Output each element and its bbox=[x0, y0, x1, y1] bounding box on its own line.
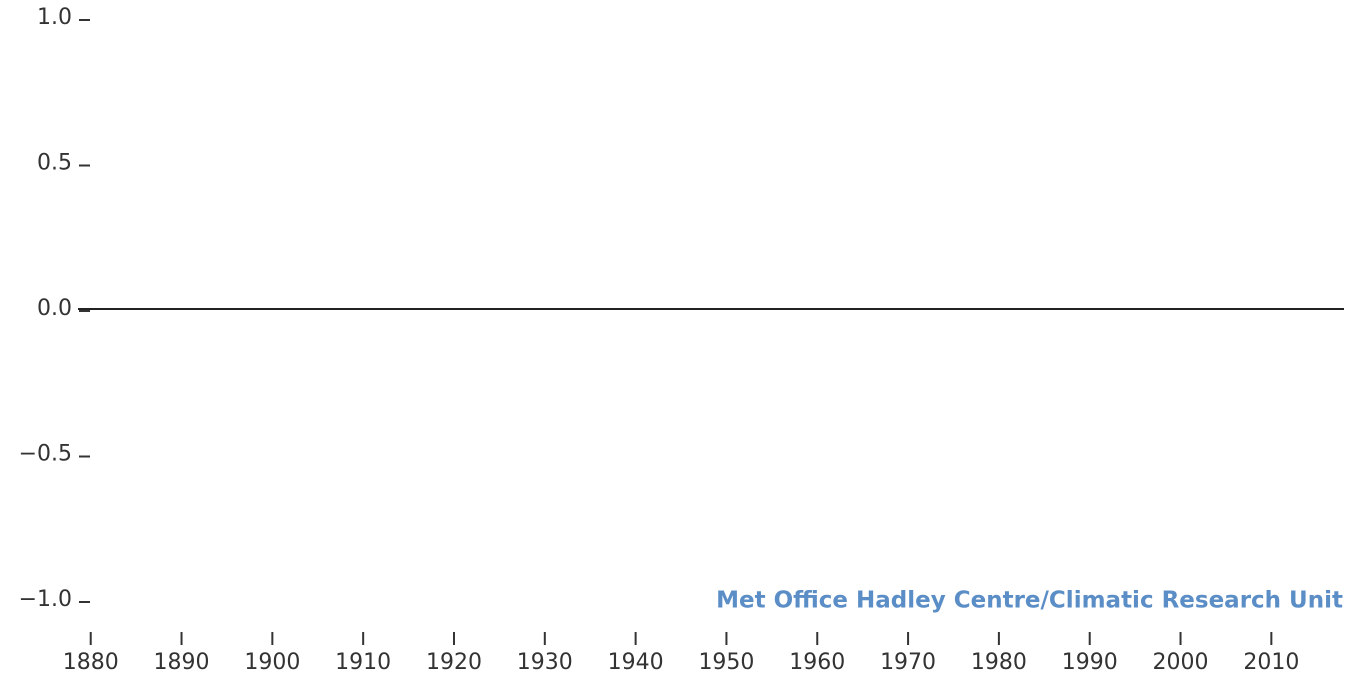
x-tick-label: 1910 bbox=[335, 650, 391, 675]
x-tick-label: 2010 bbox=[1243, 650, 1299, 675]
x-tick-label: 1950 bbox=[698, 650, 754, 675]
source-annotation: Met Office Hadley Centre/Climatic Resear… bbox=[716, 588, 1343, 614]
x-tick-label: 1880 bbox=[63, 650, 119, 675]
x-tick-label: 1890 bbox=[154, 650, 210, 675]
x-tick-label: 1920 bbox=[426, 650, 482, 675]
x-tick-label: 1970 bbox=[880, 650, 936, 675]
y-tick-label: 0.0 bbox=[37, 296, 72, 321]
y-tick-label: −0.5 bbox=[19, 442, 72, 467]
x-tick-label: 1980 bbox=[971, 650, 1027, 675]
x-tick-label: 1900 bbox=[244, 650, 300, 675]
x-tick-label: 2000 bbox=[1153, 650, 1209, 675]
y-tick-label: 1.0 bbox=[37, 5, 72, 30]
x-tick-label: 1990 bbox=[1062, 650, 1118, 675]
x-tick-label: 1930 bbox=[517, 650, 573, 675]
y-tick-label: −1.0 bbox=[19, 587, 72, 612]
y-tick-label: 0.5 bbox=[37, 151, 72, 176]
x-tick-label: 1960 bbox=[789, 650, 845, 675]
x-tick-label: 1940 bbox=[608, 650, 664, 675]
